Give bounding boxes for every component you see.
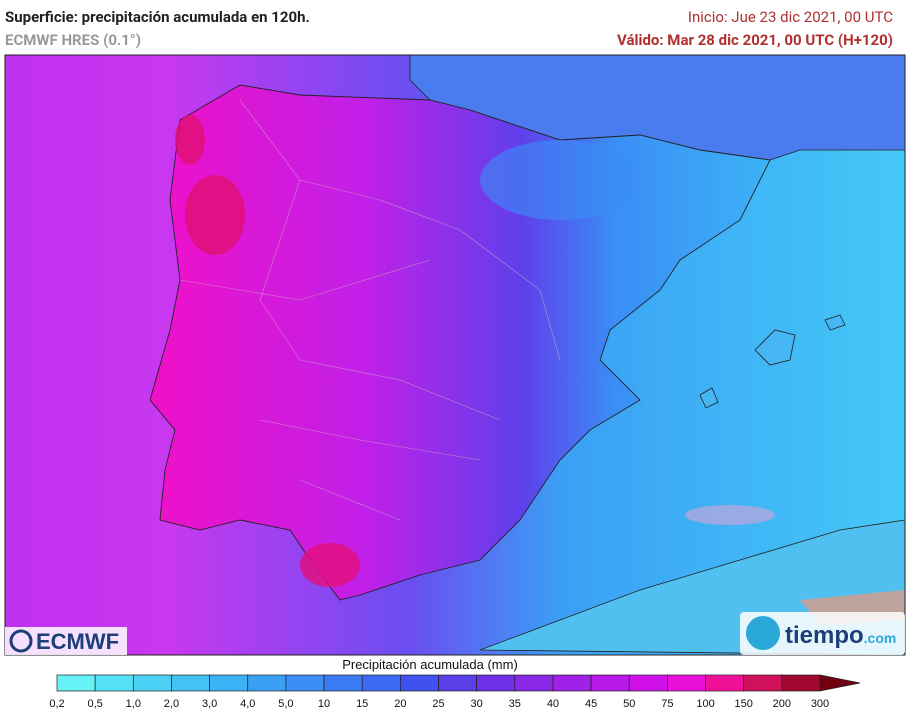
map-frame [4, 54, 906, 656]
rain-max [175, 115, 205, 165]
legend-label: 50 [623, 698, 635, 710]
title: Superficie: precipitación acumulada en 1… [5, 8, 310, 26]
model: ECMWF HRES (0.1°) [5, 31, 141, 49]
legend-label: 0,5 [88, 698, 103, 710]
menorca [824, 314, 846, 331]
legend-swatch [781, 674, 821, 692]
legend-label: 0,2 [49, 698, 64, 710]
legend-swatch [171, 674, 210, 692]
legend-label: 10 [318, 698, 330, 710]
legend-swatch [132, 674, 172, 692]
legend-label: 300 [811, 698, 829, 710]
legend-arrow [819, 674, 861, 692]
tiempo-logo-bg [740, 612, 905, 655]
legend-label: 4,0 [240, 698, 255, 710]
legend-swatch [400, 674, 439, 692]
legend-label: 5,0 [278, 698, 293, 710]
mallorca [754, 329, 796, 366]
borders [179, 99, 561, 521]
tiempo-domain: .com [864, 630, 897, 646]
legend-label: 100 [696, 698, 714, 710]
legend-label: 35 [509, 698, 521, 710]
legend-label: 1,0 [126, 698, 141, 710]
legend-swatch [514, 674, 554, 692]
tiempo-logo: tiempo.com [785, 622, 896, 649]
legend-swatch [705, 674, 745, 692]
ecmwf-logo: ECMWF [36, 629, 119, 654]
rain-max [185, 175, 245, 255]
legend-swatch [628, 674, 668, 692]
legend-label: 40 [547, 698, 559, 710]
legend-label: 75 [661, 698, 673, 710]
legend-swatch [476, 674, 516, 692]
legend-title: Precipitación acumulada (mm) [342, 657, 518, 672]
legend-swatch [667, 674, 706, 692]
legend-label: 2,0 [164, 698, 179, 710]
tiempo-name: tiempo [785, 622, 864, 649]
legend-label: 20 [394, 698, 406, 710]
legend-swatch [56, 674, 96, 692]
ibiza [699, 387, 719, 409]
legend-label: 3,0 [202, 698, 217, 710]
legend-swatch [323, 674, 363, 692]
legend-label: 15 [356, 698, 368, 710]
legend-label: 45 [585, 698, 597, 710]
legend-swatch [743, 674, 783, 692]
legend-swatch [247, 674, 287, 692]
ecmwf-icon [9, 629, 33, 653]
legend-swatch [94, 674, 134, 692]
rain-max [300, 543, 360, 587]
map-area [5, 55, 905, 655]
iberia [149, 84, 771, 601]
legend-label: 25 [432, 698, 444, 710]
valid-time: Válido: Mar 28 dic 2021, 00 UTC (H+120) [617, 31, 893, 49]
legend-swatch [552, 674, 592, 692]
tiempo-icon [746, 616, 780, 650]
legend-label: 200 [773, 698, 791, 710]
legend-swatch [438, 674, 478, 692]
rain-area [480, 140, 640, 220]
legend-swatch [590, 674, 630, 692]
legend-swatch [361, 674, 401, 692]
legend-swatch [285, 674, 325, 692]
rain-area [685, 505, 775, 525]
legend: 0,2 0,5 1,0 2,0 3,0 4,0 5,0 10 15 20 25 30 35 40 45 50 7… [49, 674, 861, 710]
legend-label: 150 [735, 698, 753, 710]
init-time: Inicio: Jue 23 dic 2021, 00 UTC [687, 8, 893, 26]
legend-swatch [209, 674, 249, 692]
legend-label: 30 [471, 698, 483, 710]
